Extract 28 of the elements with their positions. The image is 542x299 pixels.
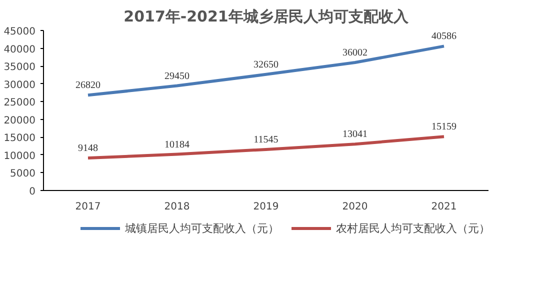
data-label: 11545: [254, 134, 278, 146]
y-tick-label: 15000: [4, 133, 36, 144]
data-label: 10184: [164, 139, 190, 150]
y-tick-label: 30000: [4, 80, 36, 91]
y-tick-label: 5000: [10, 168, 36, 180]
y-tick-label: 45000: [4, 26, 36, 38]
data-label: 15159: [432, 122, 456, 133]
x-tick-label: 2018: [164, 202, 190, 212]
y-tick-label: 40000: [4, 44, 36, 56]
data-label: 9148: [78, 142, 98, 154]
x-tick-label: 2019: [253, 202, 279, 212]
y-tick-label: 10000: [4, 150, 36, 162]
x-tick-label: 2020: [342, 202, 368, 212]
data-label: 26820: [76, 80, 100, 92]
x-tick-label: 2017: [75, 202, 101, 212]
legend-label: 城镇居民人均可支配收入（元）: [125, 220, 279, 236]
data-label: 29450: [164, 70, 190, 82]
y-tick-label: 35000: [4, 62, 36, 74]
data-label: 40586: [432, 31, 456, 42]
data-label: 32650: [254, 59, 278, 70]
data-label: 36002: [342, 47, 368, 58]
chart-title: 2017年-2021年城乡居民人均可支配收入: [124, 8, 410, 26]
data-label: 13041: [342, 129, 368, 140]
x-tick-label: 2021: [431, 202, 457, 212]
legend-label: 农村居民人均可支配收入（元）: [336, 220, 490, 236]
y-tick-label: 0: [29, 186, 36, 198]
y-tick-label: 20000: [4, 115, 36, 126]
y-tick-label: 25000: [4, 98, 36, 109]
